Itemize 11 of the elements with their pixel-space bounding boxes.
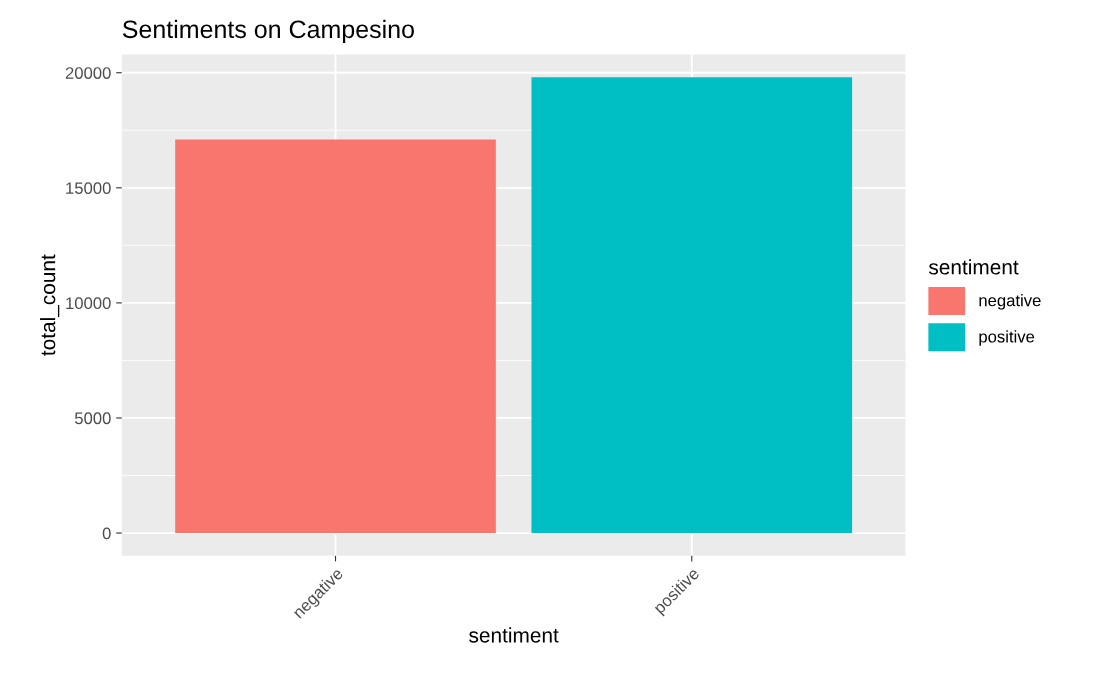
chart-title: Sentiments on Campesino	[122, 19, 414, 44]
x-axis-title: sentiment	[469, 627, 559, 643]
y-tick-label: 0	[102, 527, 111, 540]
legend-label: negative	[979, 294, 1041, 310]
legend-label: positive	[979, 330, 1035, 346]
y-axis-title: total_count	[40, 254, 60, 356]
y-tick-label: 5000	[74, 412, 111, 425]
y-tick-label: 15000	[66, 182, 111, 195]
legend-title: sentiment	[928, 259, 1019, 275]
y-tick-label: 20000	[65, 67, 111, 79]
y-tick-label: 10000	[66, 297, 111, 310]
